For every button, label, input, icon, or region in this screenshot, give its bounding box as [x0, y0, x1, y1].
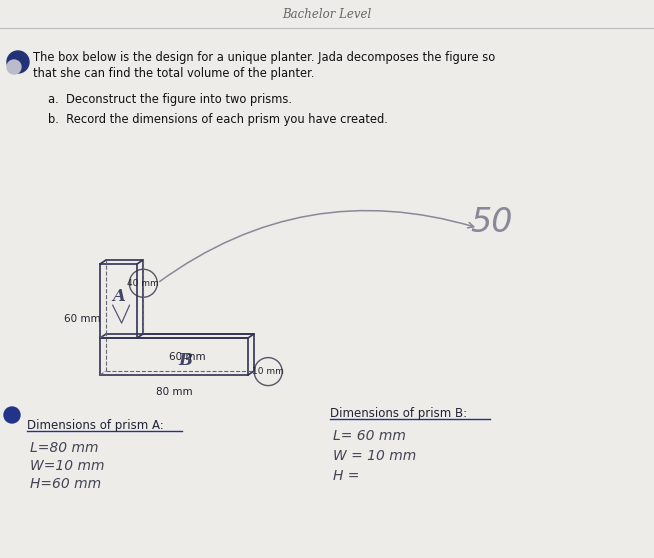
Text: Bachelor Level: Bachelor Level [283, 7, 371, 21]
Text: 80 mm: 80 mm [156, 387, 192, 397]
Text: 40 mm: 40 mm [128, 279, 159, 288]
Text: Dimensions of prism B:: Dimensions of prism B: [330, 407, 467, 421]
Text: W=10 mm: W=10 mm [30, 459, 105, 473]
Text: 10 mm: 10 mm [252, 367, 284, 376]
Text: 60 mm: 60 mm [169, 352, 206, 362]
Text: Dimensions of prism A:: Dimensions of prism A: [27, 420, 164, 432]
Text: L=80 mm: L=80 mm [30, 441, 99, 455]
Text: A: A [112, 288, 126, 305]
Text: L= 60 mm: L= 60 mm [333, 429, 406, 443]
Text: that she can find the total volume of the planter.: that she can find the total volume of th… [33, 68, 315, 80]
Circle shape [4, 407, 20, 423]
Text: B: B [178, 353, 192, 369]
Text: a.  Deconstruct the figure into two prisms.: a. Deconstruct the figure into two prism… [48, 94, 292, 107]
Text: W = 10 mm: W = 10 mm [333, 449, 416, 463]
Text: 60 mm: 60 mm [64, 315, 101, 325]
Text: b.  Record the dimensions of each prism you have created.: b. Record the dimensions of each prism y… [48, 113, 388, 126]
Text: H=60 mm: H=60 mm [30, 477, 101, 491]
Circle shape [7, 60, 21, 74]
Text: The box below is the design for a unique planter. Jada decomposes the figure so: The box below is the design for a unique… [33, 51, 495, 64]
Text: 50: 50 [471, 205, 513, 238]
Text: H =: H = [333, 469, 360, 483]
Circle shape [7, 51, 29, 73]
